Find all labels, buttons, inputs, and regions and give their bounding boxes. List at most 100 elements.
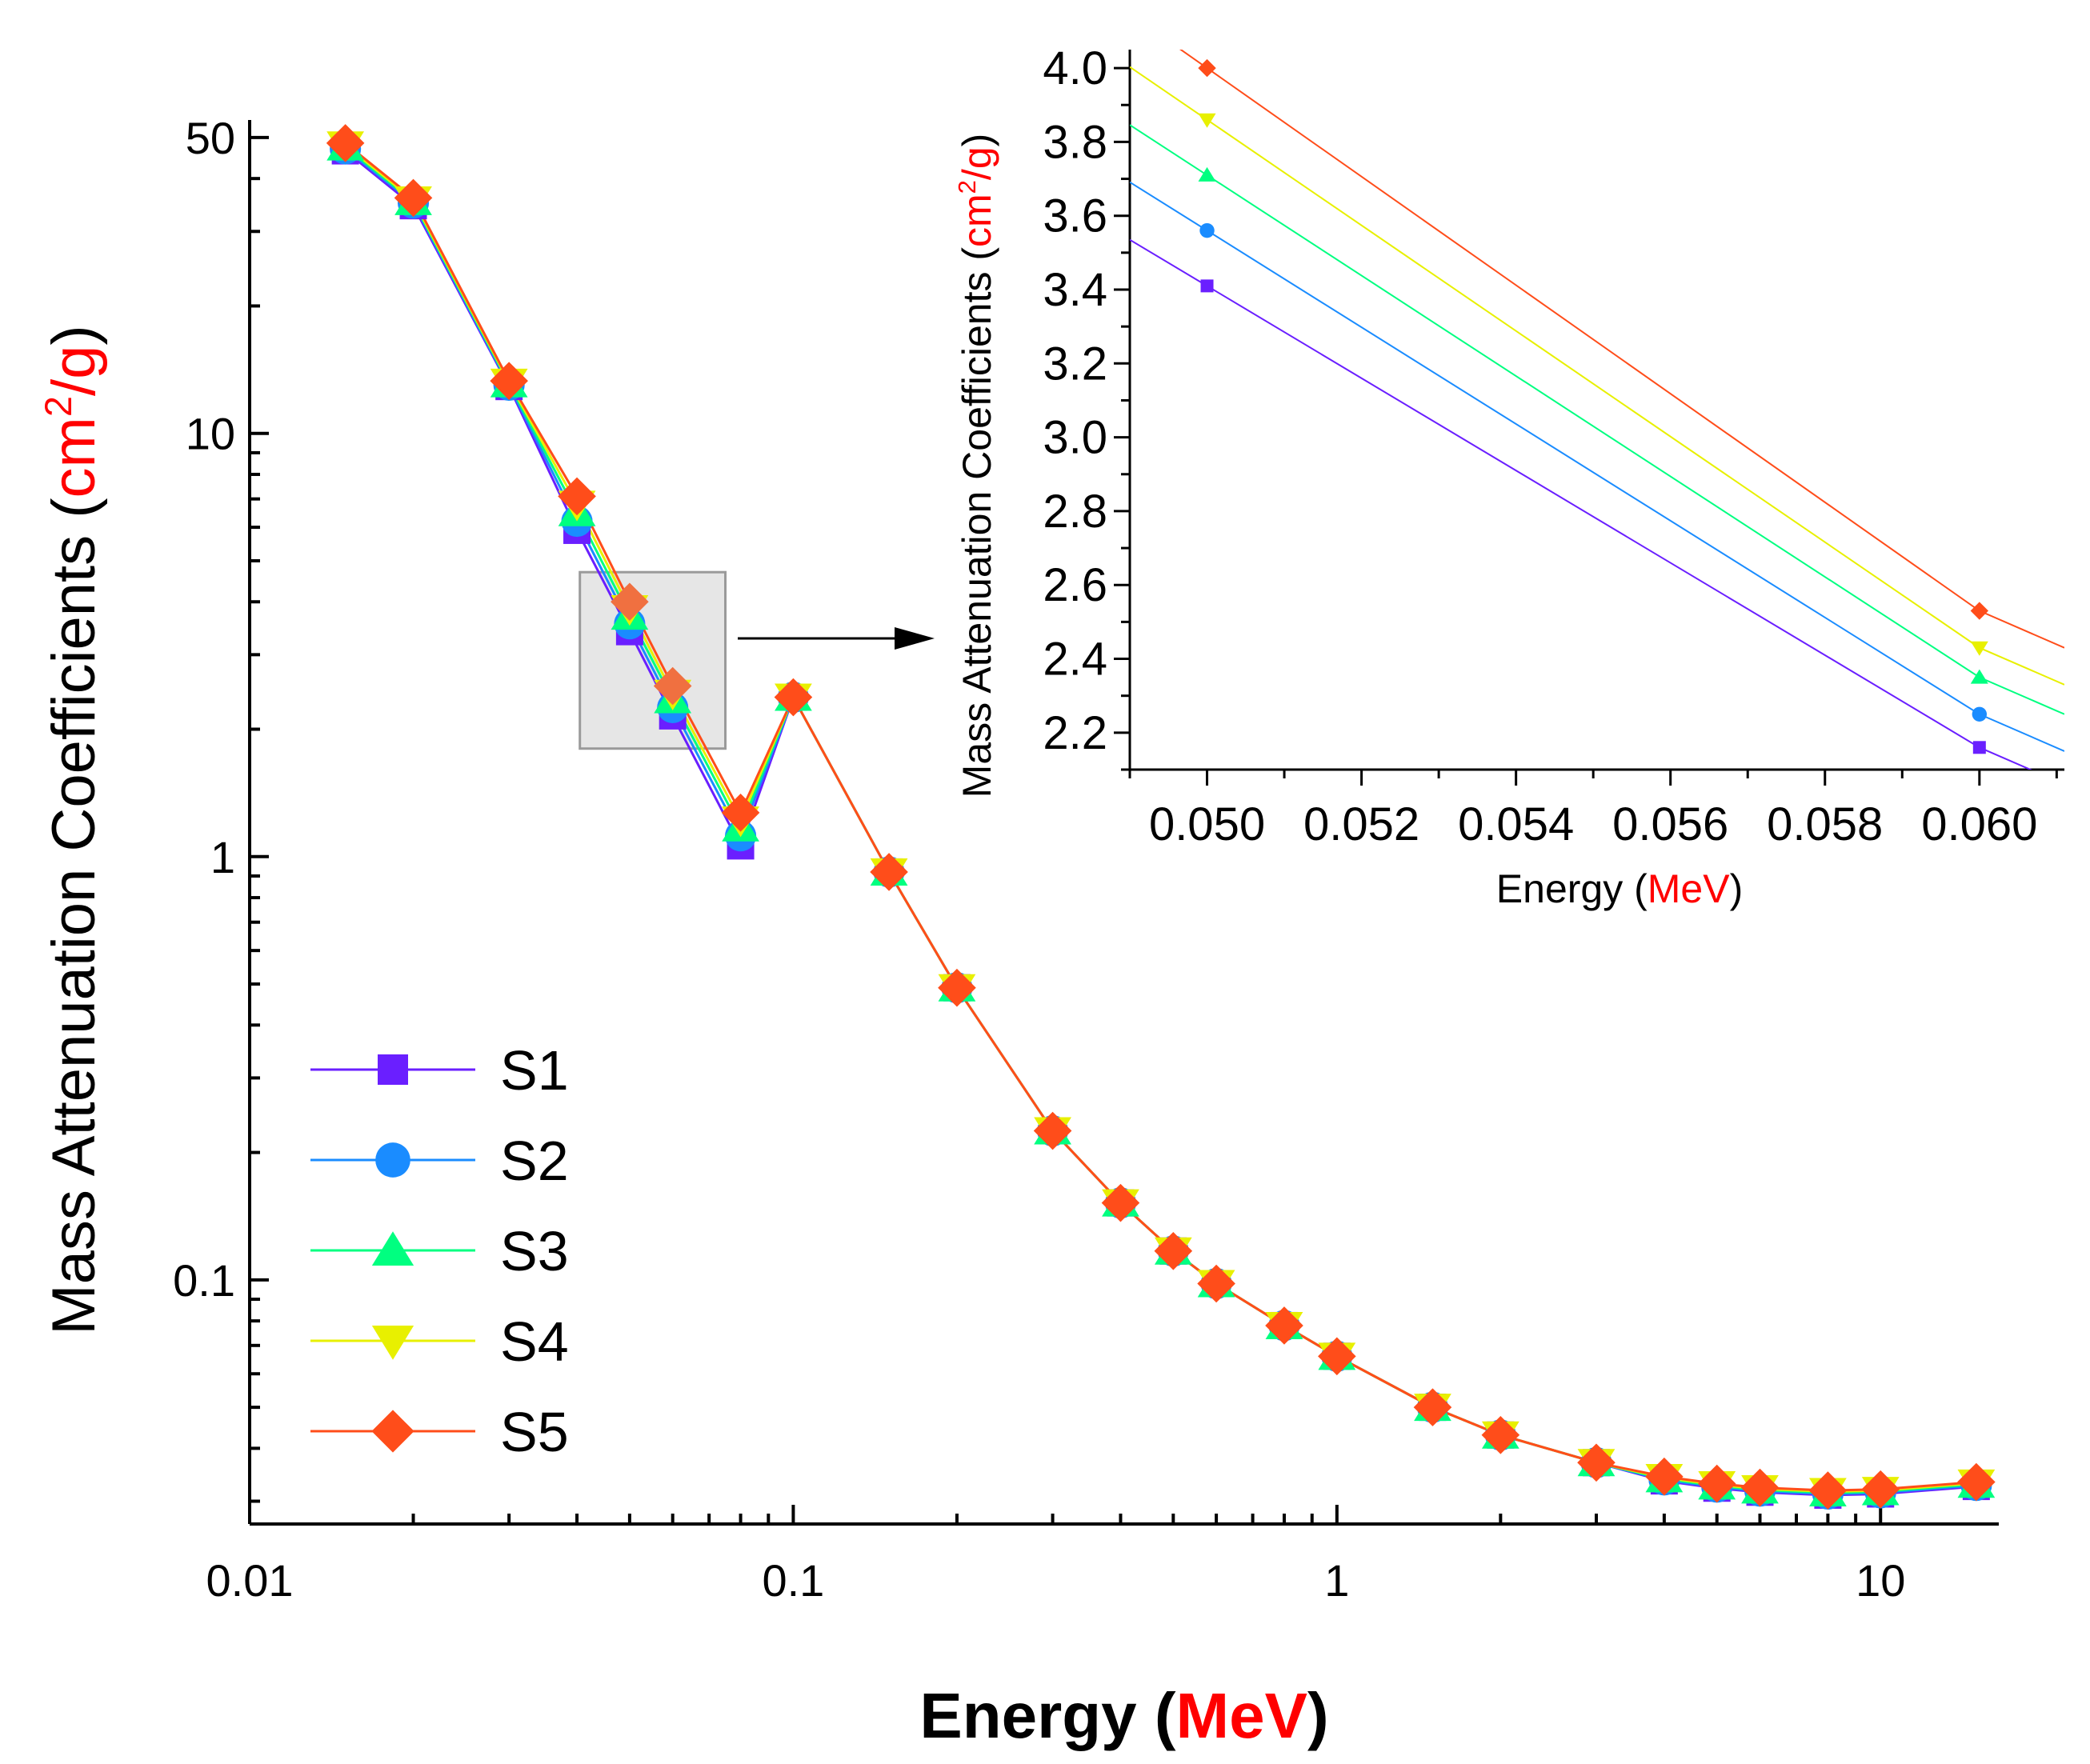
inset-y-axis-label-close: )	[955, 134, 999, 147]
main-point-S5	[1481, 1415, 1520, 1454]
main-y-axis-label-unit: cm	[40, 417, 108, 498]
inset-x-tick-label: 0.050	[1149, 798, 1265, 850]
inset-y-tick-label: 3.2	[1043, 338, 1107, 390]
main-point-S5	[721, 794, 760, 832]
inset-point-S1	[1972, 741, 1986, 754]
inset-y-tick-label: 3.4	[1043, 264, 1107, 316]
main-point-S5	[326, 124, 365, 162]
legend-marker-S2	[375, 1142, 410, 1178]
main-point-S5	[1197, 1264, 1235, 1303]
inset-series-line-S3	[1130, 124, 2064, 715]
zoom-arrow-head	[895, 627, 935, 650]
main-x-axis-label-unit: MeV	[1175, 1680, 1307, 1751]
inset-point-S5	[1198, 58, 1216, 78]
main-y-axis-label-sup: 2	[37, 396, 79, 417]
legend-label-S5: S5	[500, 1401, 569, 1463]
main-y-axis-label-unit2: /g	[40, 346, 108, 396]
main-point-S5	[1033, 1111, 1072, 1150]
inset-plot: 0.050 0.052 0.054 0.056 0.058 0.060 2.2 2.4 2.6 2…	[953, 42, 2064, 911]
inset-y-tick-label: 3.0	[1043, 412, 1107, 464]
inset-x-axis-label-unit: MeV	[1648, 866, 1730, 911]
main-point-S5	[1577, 1443, 1616, 1482]
inset-x-axis-label-close: )	[1730, 866, 1744, 911]
main-y-axis-label-close: )	[40, 325, 108, 345]
inset-series-line-S1	[1130, 238, 2033, 770]
legend-label-S1: S1	[500, 1039, 569, 1102]
main-y-tick-label: 10	[186, 409, 235, 459]
legend-label-S2: S2	[500, 1130, 569, 1192]
main-point-S5	[870, 853, 908, 891]
inset-markers-S5	[1198, 58, 1989, 620]
inset-x-tick-label: 0.052	[1303, 798, 1419, 850]
main-x-tick-label: 0.1	[762, 1555, 824, 1606]
inset-series-line-S5	[1179, 50, 2064, 649]
inset-point-S2	[1199, 222, 1215, 238]
main-x-axis-label: Energy (MeV)	[919, 1680, 1328, 1751]
inset-axes: 0.050 0.052 0.054 0.056 0.058 0.060 2.2 2.4 2.6 2…	[1043, 42, 2064, 850]
inset-y-tick-label: 2.8	[1043, 486, 1107, 538]
inset-series-line-S4	[1130, 66, 2064, 686]
main-point-S5	[653, 666, 692, 706]
inset-x-tick-label: 0.054	[1458, 798, 1574, 850]
main-point-S5	[1318, 1337, 1356, 1376]
inset-y-tick-label: 2.6	[1043, 559, 1107, 611]
legend-marker-S4	[371, 1326, 414, 1360]
main-point-S5	[1808, 1471, 1848, 1510]
inset-x-axis-label: Energy (MeV)	[1496, 866, 1743, 911]
inset-markers-S3	[1198, 166, 1988, 684]
inset-y-tick-label: 2.4	[1043, 634, 1107, 686]
main-point-S5	[611, 582, 649, 622]
inset-y-tick-label: 3.6	[1043, 190, 1107, 242]
inset-y-tick-label: 3.8	[1043, 116, 1107, 168]
main-point-S5	[938, 968, 976, 1007]
inset-x-axis-label-text: Energy (	[1496, 866, 1648, 911]
legend-label-S4: S4	[500, 1310, 569, 1373]
legend-marker-S1	[378, 1054, 408, 1085]
main-x-tick-label: 0.01	[206, 1555, 294, 1606]
main-y-tick-label: 0.1	[173, 1255, 235, 1306]
main-axes: 0.01 0.1 1 10 0.1 1 10 50	[173, 113, 1999, 1606]
main-point-S5	[490, 362, 528, 400]
main-x-tick-label: 1	[1324, 1555, 1349, 1606]
legend: S1 S2 S3 S4 S5	[310, 1039, 569, 1463]
main-y-tick-label: 1	[210, 832, 235, 882]
inset-y-axis-label-text: Mass Attenuation Coefficients (	[955, 247, 999, 798]
inset-y-tick-label: 2.2	[1043, 707, 1107, 759]
main-y-axis-label-text: Mass Attenuation Coefficients (	[40, 498, 108, 1334]
main-point-S5	[1101, 1183, 1140, 1222]
main-point-S5	[394, 178, 433, 218]
inset-y-axis-label-unit2: /g	[955, 146, 999, 180]
inset-y-axis-label-sup: 2	[953, 180, 981, 194]
legend-marker-S5	[371, 1410, 414, 1453]
main-point-S5	[1154, 1231, 1193, 1270]
inset-markers-S2	[1199, 222, 1988, 722]
main-y-axis-label: Mass Attenuation Coefficients (cm2/g)	[37, 325, 108, 1334]
inset-series-group	[1130, 50, 2064, 770]
main-point-S5	[1413, 1388, 1452, 1426]
inset-point-S2	[1972, 706, 1988, 722]
main-point-S5	[1861, 1470, 1900, 1509]
inset-x-tick-label: 0.058	[1767, 798, 1883, 850]
inset-y-axis-label: Mass Attenuation Coefficients (cm2/g)	[953, 134, 999, 798]
main-point-S5	[1265, 1306, 1303, 1345]
main-point-S5	[1697, 1464, 1736, 1503]
inset-point-S3	[1198, 166, 1216, 182]
main-point-S5	[1957, 1462, 1996, 1502]
inset-markers-S4	[1198, 113, 1988, 656]
inset-x-tick-label: 0.060	[1921, 798, 2037, 850]
inset-point-S5	[1970, 602, 1989, 620]
main-point-S5	[558, 477, 596, 516]
inset-point-S4	[1198, 113, 1216, 128]
inset-point-S1	[1200, 279, 1214, 293]
main-x-axis-label-text: Energy (	[919, 1680, 1175, 1751]
inset-series-line-S2	[1130, 181, 2064, 752]
legend-label-S3: S3	[500, 1220, 569, 1282]
inset-point-S3	[1970, 669, 1988, 684]
main-y-tick-label: 50	[186, 113, 235, 163]
inset-x-tick-label: 0.056	[1612, 798, 1728, 850]
main-point-S5	[1740, 1468, 1780, 1507]
main-x-axis-label-close: )	[1307, 1680, 1329, 1751]
inset-y-tick-label: 4.0	[1043, 42, 1107, 94]
